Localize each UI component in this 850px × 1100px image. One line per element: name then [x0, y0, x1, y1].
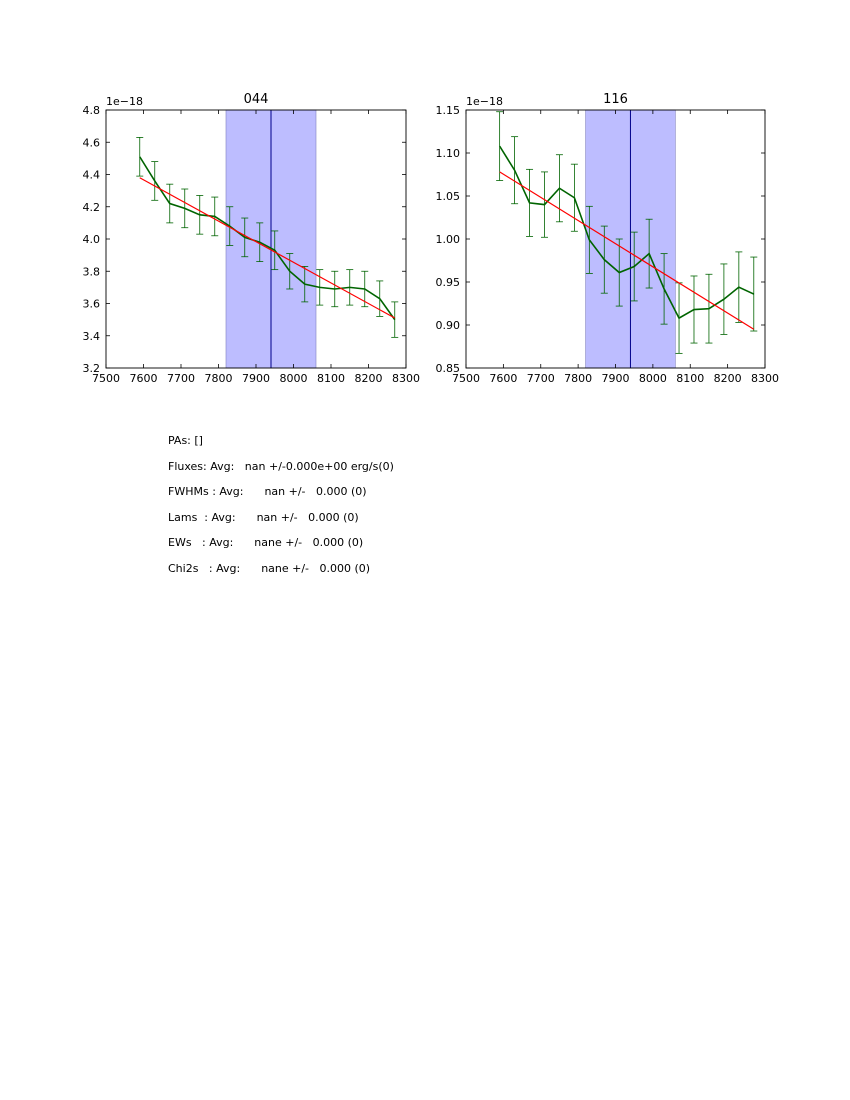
chart-title: 116	[603, 92, 628, 107]
x-tick-label: 8000	[639, 372, 667, 385]
y-tick-label: 4.6	[83, 136, 101, 149]
x-tick-label: 7700	[527, 372, 555, 385]
y-tick-label: 4.8	[83, 104, 101, 117]
plot-044: 7500 7600 7700 7800 7900 8000 8100 8200 8300 3.2 3…	[83, 92, 421, 385]
fit-statistics: PAs: [] Fluxes: Avg: nan +/-0.000e+00 er…	[168, 434, 394, 587]
y-tick-label: 4.4	[83, 169, 101, 182]
y-tick-label: 3.6	[83, 298, 101, 311]
x-tick-label: 7500	[452, 372, 480, 385]
fit-line	[139, 177, 396, 319]
x-tick-label: 8200	[355, 372, 383, 385]
y-tick-label: 4.2	[83, 201, 101, 214]
x-tick-label: 7800	[564, 372, 592, 385]
pas-line: PAs: []	[168, 434, 203, 447]
y-tick-label: 0.85	[436, 362, 461, 375]
x-tick-label: 7900	[602, 372, 630, 385]
y-tick-label: 4.0	[83, 233, 101, 246]
x-tick-label: 7700	[167, 372, 195, 385]
x-tick-label: 8100	[676, 372, 704, 385]
x-tick-label: 8300	[751, 372, 779, 385]
y-tick-label: 0.90	[436, 319, 461, 332]
x-tick-label: 7600	[489, 372, 517, 385]
x-tick-label: 7800	[205, 372, 233, 385]
y-tick-label: 1.00	[436, 233, 461, 246]
y-offset-label: 1e−18	[466, 95, 503, 108]
y-tick-label: 3.2	[83, 362, 101, 375]
x-tick-label: 7900	[242, 372, 270, 385]
x-tick-label: 7600	[130, 372, 158, 385]
y-tick-label: 1.05	[436, 190, 461, 203]
fwhms-line: FWHMs : Avg: nan +/- 0.000 (0)	[168, 485, 367, 498]
y-tick-label: 3.4	[83, 330, 101, 343]
lams-line: Lams : Avg: nan +/- 0.000 (0)	[168, 510, 359, 524]
chart-title: 044	[244, 92, 269, 107]
y-offset-label: 1e−18	[106, 95, 143, 108]
fit-line	[499, 171, 755, 330]
y-tick-label: 3.8	[83, 265, 101, 278]
y-tick-label: 0.95	[436, 276, 461, 289]
x-tick-label: 8300	[392, 372, 420, 385]
x-tick-label: 8200	[714, 372, 742, 385]
data-series-line	[139, 156, 396, 321]
y-tick-label: 1.15	[436, 104, 461, 117]
chi2s-line: Chi2s : Avg: nane +/- 0.000 (0)	[168, 561, 371, 575]
data-series-line	[498, 145, 755, 320]
x-tick-label: 8100	[317, 372, 345, 385]
x-tick-label: 8000	[280, 372, 308, 385]
x-tick-label: 7500	[92, 372, 120, 385]
ews-line: EWs : Avg: nane +/- 0.000 (0)	[168, 536, 364, 549]
y-tick-label: 1.10	[436, 147, 461, 160]
fluxes-line: Fluxes: Avg: nan +/-0.000e+00 erg/s(0)	[168, 459, 394, 473]
plot-116: 7500 7600 7700 7800 7900 8000 8100 8200 8300 0.85…	[436, 92, 780, 385]
